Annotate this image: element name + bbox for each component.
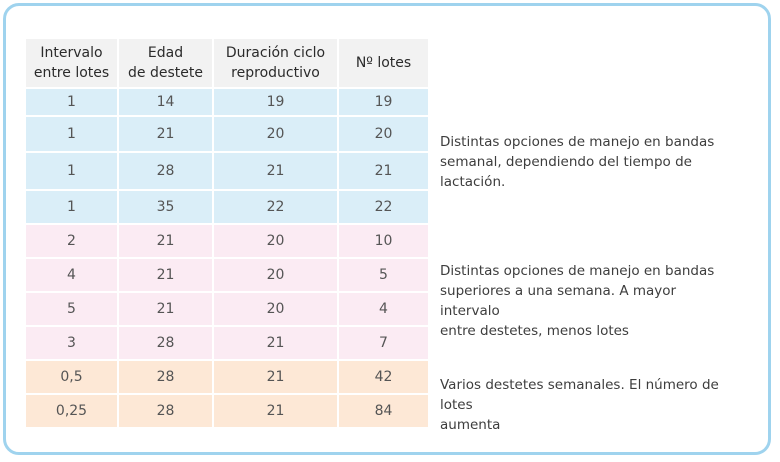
cell-cycle-duration: 20 (214, 293, 337, 325)
cell-interval: 4 (26, 259, 117, 291)
cell-weaning-age: 21 (119, 293, 212, 325)
header-interval: Intervalo entre lotes (26, 39, 117, 87)
cell-interval: 0,25 (26, 395, 117, 427)
cell-batch-count: 10 (339, 225, 428, 257)
cell-batch-count: 7 (339, 327, 428, 359)
cell-cycle-duration: 21 (214, 361, 337, 393)
table-row: 3 28 21 7 (26, 327, 428, 359)
cell-batch-count: 42 (339, 361, 428, 393)
cell-weaning-age: 35 (119, 191, 212, 223)
header-cycle-duration-line-2: reproductivo (231, 65, 320, 81)
cell-weaning-age: 21 (119, 225, 212, 257)
cell-batch-count: 19 (339, 89, 428, 115)
cell-cycle-duration: 19 (214, 89, 337, 115)
table-row: 1 21 20 20 (26, 117, 428, 151)
cell-cycle-duration: 20 (214, 259, 337, 291)
batch-management-table: Intervalo entre lotes Edad de destete Du… (24, 37, 430, 429)
cell-cycle-duration: 22 (214, 191, 337, 223)
cell-weaning-age: 28 (119, 327, 212, 359)
cell-batch-count: 22 (339, 191, 428, 223)
header-weaning-age-line-1: Edad (147, 45, 184, 61)
header-weaning-age-line-2: de destete (128, 65, 203, 81)
cell-interval: 0,5 (26, 361, 117, 393)
note-several-weekly-weanings: Varios destetes semanales. El número de … (440, 375, 740, 435)
cell-interval: 2 (26, 225, 117, 257)
table-row: 2 21 20 10 (26, 225, 428, 257)
cell-weaning-age: 28 (119, 153, 212, 189)
cell-batch-count: 5 (339, 259, 428, 291)
cell-cycle-duration: 21 (214, 153, 337, 189)
note-above-week-line-1: Distintas opciones de manejo en bandas (440, 263, 715, 279)
cell-batch-count: 84 (339, 395, 428, 427)
cell-interval: 3 (26, 327, 117, 359)
cell-cycle-duration: 21 (214, 327, 337, 359)
note-weekly-line-2: semanal, dependiendo del tiempo de lacta… (440, 154, 692, 190)
header-cycle-duration-line-1: Duración ciclo (225, 45, 326, 61)
cell-interval: 1 (26, 89, 117, 115)
table-row: 1 28 21 21 (26, 153, 428, 189)
table-row: 0,5 28 21 42 (26, 361, 428, 393)
header-interval-line-1: Intervalo (40, 45, 103, 61)
cell-interval: 1 (26, 153, 117, 189)
cell-interval: 5 (26, 293, 117, 325)
header-weaning-age: Edad de destete (119, 39, 212, 87)
table-row: 1 14 19 19 (26, 89, 428, 115)
note-weekly-batches: Distintas opciones de manejo en bandas s… (440, 132, 740, 192)
cell-weaning-age: 21 (119, 259, 212, 291)
table-row: 1 35 22 22 (26, 191, 428, 223)
table-row: 4 21 20 5 (26, 259, 428, 291)
cell-cycle-duration: 20 (214, 225, 337, 257)
header-batch-count-line-1: Nº lotes (355, 55, 412, 71)
cell-weaning-age: 28 (119, 395, 212, 427)
cell-interval: 1 (26, 117, 117, 151)
header-cycle-duration: Duración ciclo reproductivo (214, 39, 337, 87)
cell-cycle-duration: 20 (214, 117, 337, 151)
note-above-week-line-3: entre destetes, menos lotes (440, 323, 629, 339)
cell-weaning-age: 14 (119, 89, 212, 115)
table-row: 5 21 20 4 (26, 293, 428, 325)
cell-interval: 1 (26, 191, 117, 223)
table-header-row: Intervalo entre lotes Edad de destete Du… (26, 39, 428, 87)
table-row: 0,25 28 21 84 (26, 395, 428, 427)
note-above-week-batches: Distintas opciones de manejo en bandas s… (440, 261, 740, 341)
cell-weaning-age: 21 (119, 117, 212, 151)
note-above-week-line-2: superiores a una semana. A mayor interva… (440, 283, 677, 319)
cell-weaning-age: 28 (119, 361, 212, 393)
cell-cycle-duration: 21 (214, 395, 337, 427)
header-interval-line-2: entre lotes (33, 65, 110, 81)
note-weekly-line-1: Distintas opciones de manejo en bandas (440, 134, 715, 150)
cell-batch-count: 21 (339, 153, 428, 189)
note-several-weekly-line-1: Varios destetes semanales. El número de … (440, 377, 719, 413)
cell-batch-count: 4 (339, 293, 428, 325)
note-several-weekly-line-2: aumenta (440, 417, 501, 433)
header-batch-count: Nº lotes (339, 39, 428, 87)
cell-batch-count: 20 (339, 117, 428, 151)
